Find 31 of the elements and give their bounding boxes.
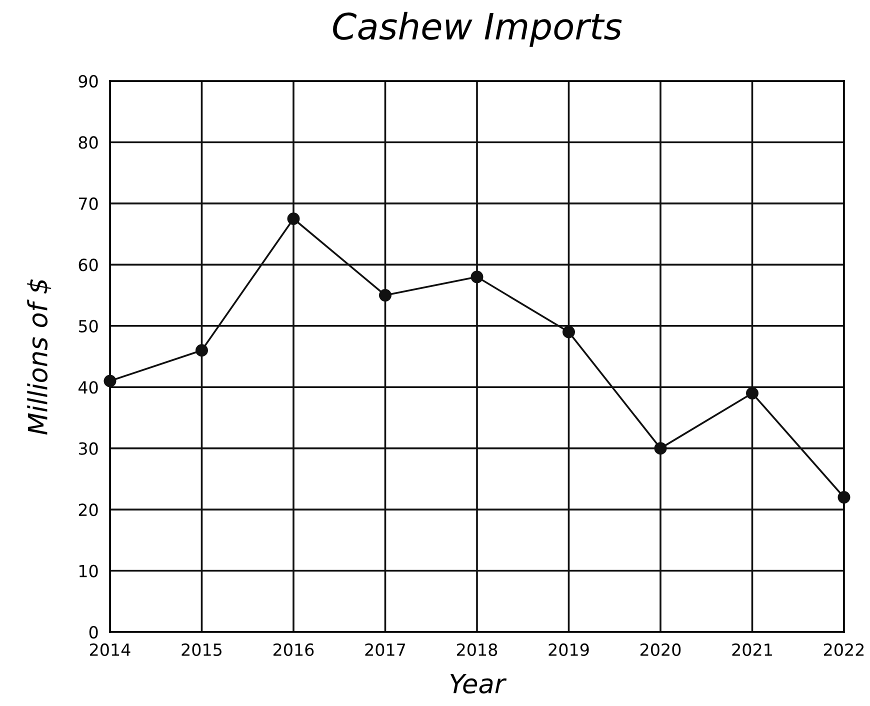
x-tick-label: 2020	[640, 643, 681, 656]
x-tick-label: 2015	[182, 643, 222, 656]
x-tick-label: 2016	[274, 643, 314, 656]
x-tick-label: 2017	[365, 643, 406, 656]
point	[562, 326, 575, 338]
point	[287, 212, 300, 225]
point	[470, 270, 484, 284]
point	[104, 374, 116, 388]
x-tick-label: 2014	[90, 643, 130, 656]
x-tick-label: 2021	[732, 643, 772, 656]
y-tick-label: 60	[78, 258, 98, 272]
y-tick-label: 90	[78, 74, 98, 88]
point	[654, 442, 667, 455]
y-tick-label: 40	[78, 381, 98, 394]
y-axis-title: Millions of $	[27, 279, 52, 435]
x-tick-label: 2018	[457, 643, 498, 656]
x-axis-title: Year	[450, 674, 507, 694]
point	[196, 344, 208, 357]
chart-title: Cashew Imports	[333, 12, 622, 47]
y-tick-label: 30	[78, 442, 98, 455]
y-tick-label: 80	[78, 136, 98, 149]
y-tick-label: 10	[80, 564, 98, 578]
point	[379, 289, 392, 302]
y-tick-label: 70	[79, 197, 98, 210]
y-tick-label: 20	[78, 504, 98, 516]
point	[746, 386, 758, 400]
y-tick-label: 0	[89, 626, 98, 639]
x-tick-label: 2022	[824, 643, 864, 656]
point	[838, 491, 850, 504]
x-tick-label: 2019	[548, 643, 589, 656]
y-tick-label: 50	[78, 320, 98, 332]
